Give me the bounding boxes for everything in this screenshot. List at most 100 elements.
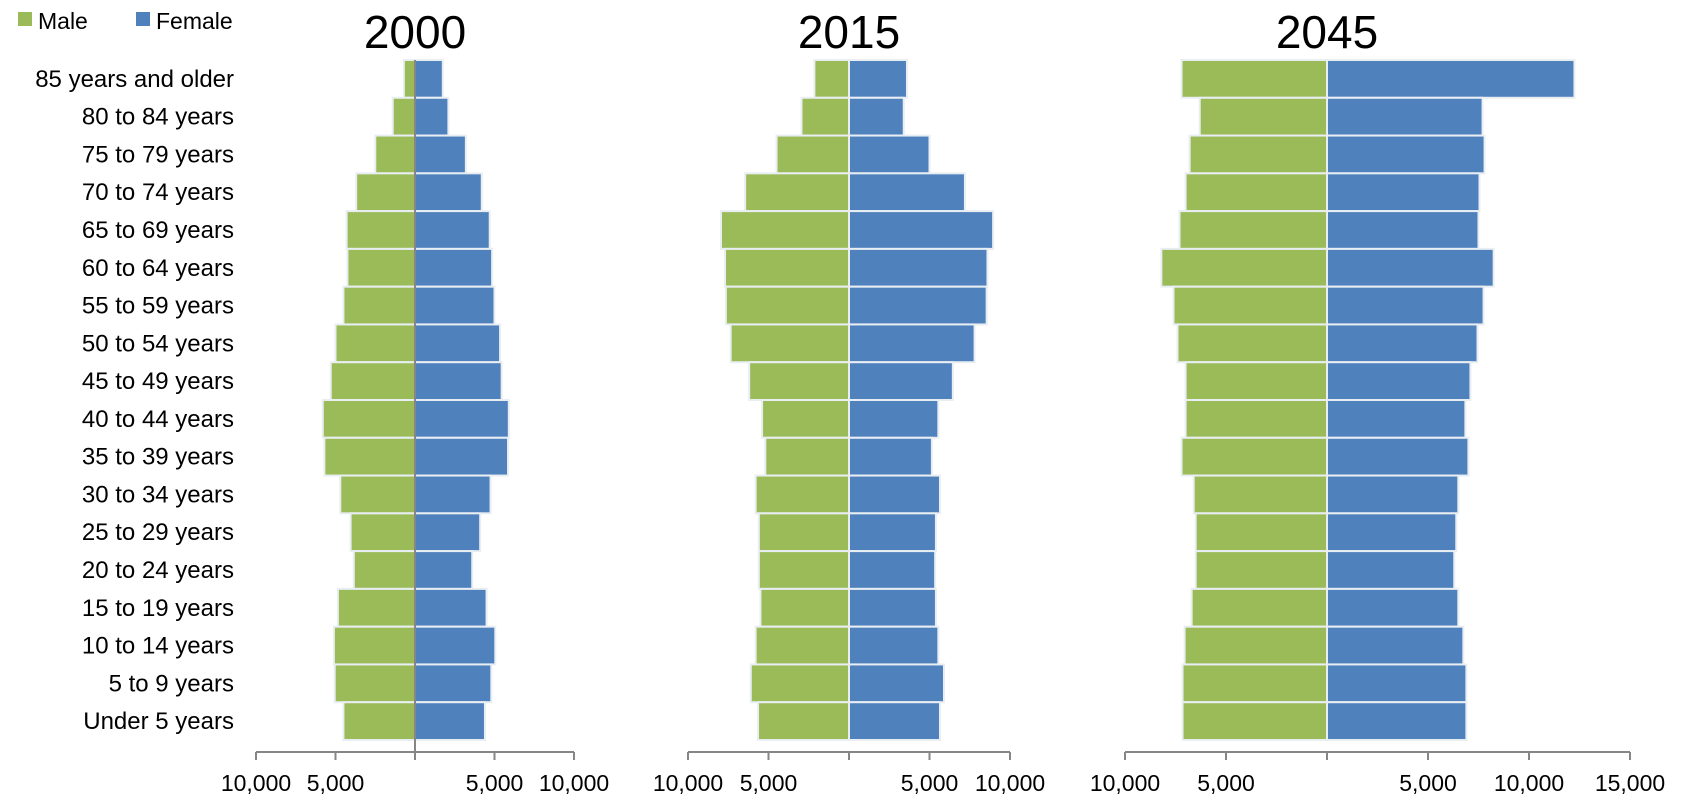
male-bar [1181, 663, 1328, 704]
x-tick-label: 10,000 [221, 770, 291, 796]
male-bar [342, 701, 417, 742]
female-bar [414, 323, 502, 364]
male-legend-swatch [18, 12, 32, 26]
age-label-75-to-79-years: 75 to 79 years [82, 141, 234, 168]
male-bar [754, 474, 850, 515]
female-bar [848, 550, 937, 590]
male-bar [729, 323, 850, 364]
female-bar [1326, 663, 1468, 704]
female-bar [414, 512, 482, 553]
female-bar [1326, 172, 1481, 213]
male-bar [391, 96, 416, 137]
x-tick-label: 10,000 [653, 770, 723, 796]
female-bar [848, 96, 905, 137]
male-bar [720, 210, 851, 250]
female-bar [1326, 210, 1480, 250]
male-bar [757, 701, 850, 742]
panel-title: 2045 [1276, 6, 1378, 58]
female-bar [1326, 512, 1458, 553]
female-bar [848, 587, 937, 628]
male-bar [1194, 512, 1328, 553]
x-tick-label: 5,000 [740, 770, 798, 796]
male-legend-label: Male [38, 8, 88, 34]
male-bar [352, 550, 417, 590]
female-bar [848, 59, 908, 99]
male-bar [1180, 436, 1329, 477]
male-bar [748, 361, 850, 402]
male-bar [724, 285, 851, 326]
x-tick-label: 15,000 [1595, 770, 1665, 796]
female-bar [414, 361, 503, 402]
male-bar [402, 59, 416, 99]
male-bar [764, 436, 851, 477]
female-bar [1326, 399, 1467, 439]
age-label-15-to-19-years: 15 to 19 years [82, 595, 234, 622]
male-bar [333, 663, 416, 704]
male-bar [345, 210, 417, 250]
female-bar [1326, 134, 1486, 175]
male-bar [336, 587, 417, 628]
female-bar [414, 625, 497, 666]
age-label-35-to-39-years: 35 to 39 years [82, 444, 234, 471]
male-bar [749, 663, 850, 704]
male-bar [757, 512, 851, 553]
male-bar [323, 436, 416, 477]
x-tick-label: 10,000 [975, 770, 1045, 796]
male-bar [1184, 361, 1328, 402]
female-bar [848, 474, 941, 515]
female-bar [848, 436, 933, 477]
age-label-60-to-64-years: 60 to 64 years [82, 255, 234, 282]
female-bar [848, 399, 940, 439]
female-bar [414, 134, 467, 175]
male-bar [1181, 701, 1328, 742]
male-bar [1198, 96, 1328, 137]
male-bar [759, 587, 851, 628]
age-label-45-to-49-years: 45 to 49 years [82, 368, 234, 395]
age-label-25-to-29-years: 25 to 29 years [82, 519, 234, 546]
female-bar [1326, 59, 1576, 99]
panel-title: 2015 [798, 6, 900, 58]
male-bar [754, 625, 850, 666]
female-bar [414, 210, 491, 250]
male-bar [1184, 399, 1328, 439]
male-bar [1178, 210, 1329, 250]
panel-2045: 2045 10,000 5,000 5,000 10,000 15,000 [1090, 6, 1665, 796]
male-bar [1172, 285, 1328, 326]
female-bar [414, 399, 510, 439]
age-label-50-to-54-years: 50 to 54 years [82, 330, 234, 357]
female-bar [414, 436, 510, 477]
male-bar [761, 399, 850, 439]
panel-title: 2000 [364, 6, 466, 58]
male-bar [1192, 474, 1329, 515]
male-bar [800, 96, 851, 137]
age-label-under-5-years: Under 5 years [83, 708, 234, 735]
x-tick-label: 10,000 [539, 770, 609, 796]
male-bar [321, 399, 416, 439]
female-bar [414, 474, 492, 515]
male-bar [1184, 172, 1328, 213]
female-bar [414, 96, 450, 137]
female-legend-label: Female [156, 8, 233, 34]
x-tick-label: 5,000 [307, 770, 365, 796]
female-bar [414, 285, 496, 326]
female-bar [848, 512, 937, 553]
male-bar [1176, 323, 1329, 364]
female-bar [1326, 323, 1479, 364]
x-tick-label: 5,000 [466, 770, 524, 796]
age-label-85-years-and-older: 85 years and older [35, 66, 234, 93]
male-bar [349, 512, 417, 553]
x-tick-label: 5,000 [1197, 770, 1255, 796]
female-bar [848, 134, 931, 175]
male-bar [374, 134, 416, 175]
male-bar [339, 474, 416, 515]
age-label-30-to-34-years: 30 to 34 years [82, 481, 234, 508]
male-bar [334, 323, 416, 364]
female-bar [1326, 96, 1484, 137]
female-bar [414, 663, 493, 704]
age-label-10-to-14-years: 10 to 14 years [82, 633, 234, 660]
age-label-40-to-44-years: 40 to 44 years [82, 406, 234, 433]
female-bar [414, 550, 474, 590]
female-bar [414, 587, 488, 628]
female-bar [848, 172, 966, 213]
x-tick-label: 5,000 [1399, 770, 1457, 796]
